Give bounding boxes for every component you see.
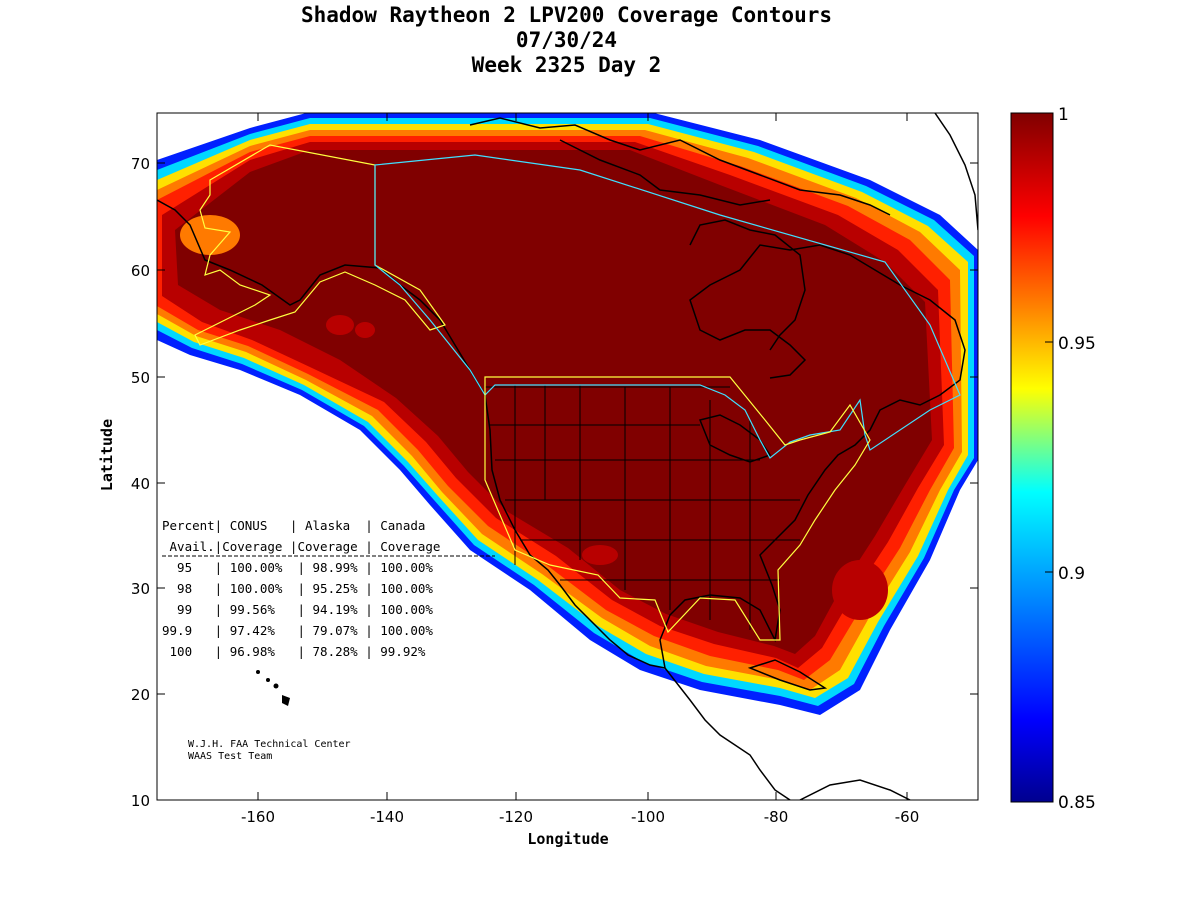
colorbar-label: 1 <box>1058 105 1069 125</box>
credit-line: W.J.H. FAA Technical Center <box>188 739 351 750</box>
table-header: Avail.|Coverage |Coverage | Coverage <box>162 539 440 554</box>
colorbar-ticks <box>1045 341 1053 573</box>
hawaii-islands <box>256 670 290 706</box>
x-axis-label: Longitude <box>527 830 608 848</box>
chart-date: 07/30/24 <box>515 28 618 52</box>
contour-full <box>175 150 932 654</box>
chart-title: Shadow Raytheon 2 LPV200 Coverage Contou… <box>300 3 832 27</box>
y-tick-label: 40 <box>131 475 150 493</box>
contour-patch <box>326 315 354 335</box>
table-row: 98 | 100.00% | 95.25% | 100.00% <box>162 581 433 596</box>
x-tick-label: -100 <box>631 808 665 826</box>
table-row: 95 | 100.00% | 98.99% | 100.00% <box>162 560 433 575</box>
colorbar-label: 0.95 <box>1058 334 1096 354</box>
contour-patch <box>355 322 375 338</box>
table-row: 100 | 96.98% | 78.28% | 99.92% <box>162 644 426 659</box>
y-tick-label: 50 <box>131 369 150 387</box>
table-row: 99.9 | 97.42% | 79.07% | 100.00% <box>162 623 433 638</box>
coverage-contours <box>157 113 978 800</box>
y-tick-label: 20 <box>131 686 150 704</box>
x-tick-label: -140 <box>370 808 404 826</box>
contour-patch <box>180 215 240 255</box>
y-tick-label: 60 <box>131 262 150 280</box>
contour-patch <box>832 560 888 620</box>
chart-week-day: Week 2325 Day 2 <box>471 53 662 77</box>
x-tick-label: -120 <box>499 808 533 826</box>
conus-region-border <box>484 376 871 641</box>
y-tick-label: 70 <box>131 155 150 173</box>
contour-patch <box>582 545 618 565</box>
axis-ticks <box>157 113 978 800</box>
table-row: 99 | 99.56% | 94.19% | 100.00% <box>162 602 433 617</box>
alaska-region-border <box>194 144 446 346</box>
y-axis-label: Latitude <box>98 419 116 491</box>
coverage-table: Percent| CONUS | Alaska | Canada Avail.|… <box>162 518 495 659</box>
service-region-borders <box>194 144 961 641</box>
colorbar-label: 0.85 <box>1058 793 1096 813</box>
table-header: Percent| CONUS | Alaska | Canada <box>162 518 425 533</box>
colorbar-label: 0.9 <box>1058 564 1085 584</box>
x-tick-label: -80 <box>764 808 789 826</box>
x-tick-label: -160 <box>241 808 275 826</box>
y-tick-label: 10 <box>131 792 150 810</box>
state-borders <box>485 385 800 630</box>
y-tick-label: 30 <box>131 580 150 598</box>
colorbar <box>1010 112 1054 803</box>
credit-line: WAAS Test Team <box>188 751 272 762</box>
plot-frame <box>156 112 979 801</box>
x-tick-label: -60 <box>895 808 920 826</box>
canada-region-border <box>374 154 961 459</box>
